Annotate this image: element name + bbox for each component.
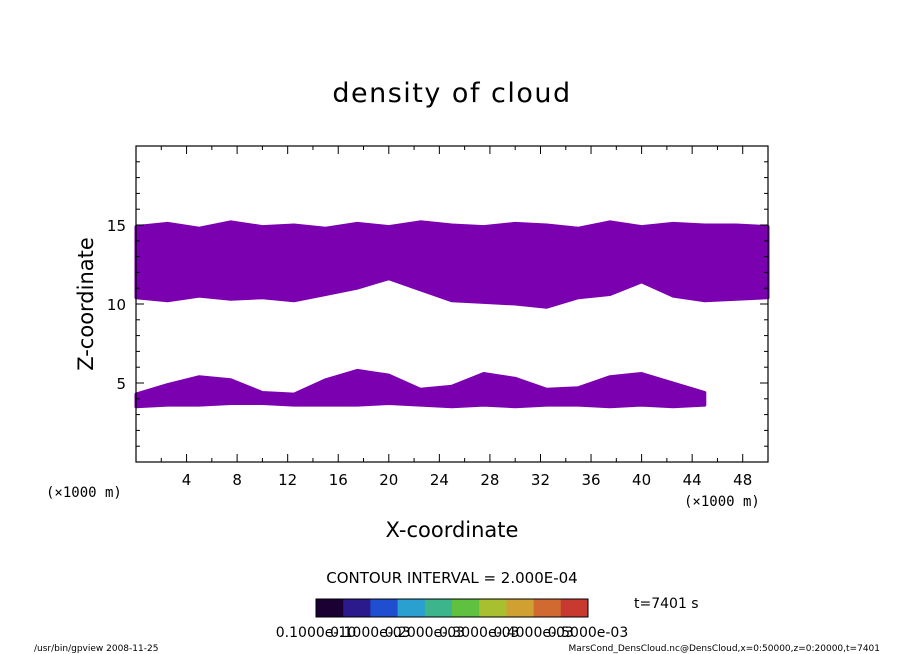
footer-left: /usr/bin/gpview 2008-11-25	[34, 644, 158, 654]
y-tick-label: 10	[107, 296, 126, 314]
colorbar-cell	[343, 599, 371, 617]
lower-cloud-layer	[134, 368, 707, 409]
x-axis-label: X-coordinate	[386, 518, 519, 542]
x-tick-label: 40	[632, 471, 651, 489]
x-unit-right: (×1000 m)	[684, 494, 760, 510]
colorbar-cell	[370, 599, 399, 617]
colorbar-labels: 0.1000e-100.1000e-030.2000e-030.3000e-03…	[276, 625, 628, 641]
contour-interval: CONTOUR INTERVAL = 2.000E-04	[326, 569, 577, 587]
x-tick-label: 16	[329, 471, 348, 489]
colorbar-cell	[506, 599, 535, 617]
y-tick-label: 15	[107, 217, 126, 235]
colorbar-label: 0.5000e-03	[548, 625, 628, 641]
colorbar-label: 0.4000e-03	[493, 625, 573, 641]
colorbar	[315, 598, 589, 618]
colorbar-cell	[560, 599, 589, 617]
colorbar-label: 0.1000e-10	[276, 625, 356, 641]
colorbar-label: 0.2000e-03	[385, 625, 465, 641]
x-tick-label: 36	[581, 471, 600, 489]
x-tick-label: 28	[480, 471, 499, 489]
colorbar-cell	[533, 599, 562, 617]
y-tick-labels: 5 10 15	[107, 217, 126, 393]
y-axis-label: Z-coordinate	[74, 237, 98, 371]
colorbar-cell	[316, 599, 344, 617]
x-tick-label: 8	[232, 471, 242, 489]
chart-title: density of cloud	[332, 78, 571, 109]
x-tick-label: 32	[531, 471, 550, 489]
colorbar-cell	[479, 599, 507, 617]
colorbar-cell	[397, 599, 426, 617]
colorbar-label: 0.3000e-03	[439, 625, 519, 641]
x-tick-label: 44	[683, 471, 702, 489]
plot-frame	[135, 145, 769, 463]
x-tick-labels: 4 8 12 16 20 24 28 32 36 40 44 48	[182, 471, 752, 489]
x-tick-label: 12	[278, 471, 297, 489]
colorbar-label: 0.1000e-03	[330, 625, 410, 641]
plot-area	[134, 145, 770, 463]
upper-cloud-layer	[134, 220, 770, 309]
x-tick-label: 20	[379, 471, 398, 489]
cloud-layers	[134, 220, 770, 409]
time-label: t=7401 s	[634, 596, 699, 612]
x-tick-label: 24	[430, 471, 449, 489]
x-tick-label: 48	[733, 471, 752, 489]
axis-ticks	[135, 145, 769, 463]
y-tick-label: 5	[116, 375, 126, 393]
x-tick-label: 4	[182, 471, 192, 489]
colorbar-cell	[424, 599, 453, 617]
x-unit-left: (×1000 m)	[46, 485, 122, 501]
footer-right: MarsCond_DensCloud.nc@DensCloud,x=0:5000…	[569, 644, 881, 654]
colorbar-cell	[452, 599, 480, 617]
